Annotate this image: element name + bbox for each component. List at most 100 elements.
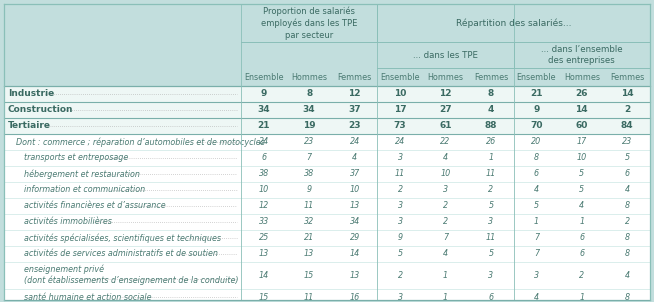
Text: 14: 14 xyxy=(621,89,634,98)
Text: 6: 6 xyxy=(625,169,630,178)
Bar xyxy=(4,102,650,118)
Text: 88: 88 xyxy=(485,121,497,130)
Text: 84: 84 xyxy=(621,121,634,130)
Text: 1: 1 xyxy=(579,293,585,301)
Text: 9: 9 xyxy=(533,105,540,114)
Text: 3: 3 xyxy=(398,201,403,210)
Text: 15: 15 xyxy=(304,271,315,280)
Text: 2: 2 xyxy=(624,105,630,114)
Text: Industrie: Industrie xyxy=(8,89,54,98)
Text: 5: 5 xyxy=(579,185,585,194)
Text: 13: 13 xyxy=(258,249,269,259)
Text: 4: 4 xyxy=(625,271,630,280)
Text: 22: 22 xyxy=(440,137,451,146)
Text: 17: 17 xyxy=(394,105,406,114)
Text: Répartition des salariés...: Répartition des salariés... xyxy=(456,18,572,28)
Text: 8: 8 xyxy=(488,89,494,98)
Text: 3: 3 xyxy=(398,217,403,226)
Text: 6: 6 xyxy=(261,153,266,162)
Bar xyxy=(4,86,650,102)
Text: 8: 8 xyxy=(625,293,630,301)
Text: 2: 2 xyxy=(443,217,448,226)
Text: 14: 14 xyxy=(576,105,588,114)
Text: 7: 7 xyxy=(443,233,448,243)
Text: Femmes: Femmes xyxy=(473,72,508,82)
Text: 10: 10 xyxy=(394,89,406,98)
Text: 73: 73 xyxy=(394,121,406,130)
Text: activités immobilières: activités immobilières xyxy=(24,217,112,226)
Text: 60: 60 xyxy=(576,121,588,130)
Text: 8: 8 xyxy=(625,233,630,243)
Text: 38: 38 xyxy=(304,169,315,178)
Text: Hommes: Hommes xyxy=(291,72,327,82)
Text: 3: 3 xyxy=(443,185,448,194)
Text: 29: 29 xyxy=(349,233,360,243)
Text: 10: 10 xyxy=(258,185,269,194)
Text: 6: 6 xyxy=(489,293,494,301)
Text: 24: 24 xyxy=(395,137,405,146)
Text: 12: 12 xyxy=(349,89,361,98)
Text: activités financières et d’assurance: activités financières et d’assurance xyxy=(24,201,165,210)
Text: 13: 13 xyxy=(349,271,360,280)
Text: 2: 2 xyxy=(579,271,585,280)
Text: 5: 5 xyxy=(534,201,539,210)
Text: enseignement privé
(dont établissements d’enseignement de la conduite): enseignement privé (dont établissements … xyxy=(24,264,239,285)
Text: Ensemble: Ensemble xyxy=(517,72,556,82)
Text: 8: 8 xyxy=(625,249,630,259)
Text: Femmes: Femmes xyxy=(610,72,644,82)
Text: 9: 9 xyxy=(307,185,312,194)
Text: 23: 23 xyxy=(304,137,315,146)
Text: 4: 4 xyxy=(579,201,585,210)
Text: 2: 2 xyxy=(443,201,448,210)
Text: activités de services administratifs et de soutien: activités de services administratifs et … xyxy=(24,249,218,259)
Text: ... dans les TPE: ... dans les TPE xyxy=(413,50,478,59)
Bar xyxy=(4,4,241,86)
Text: 17: 17 xyxy=(577,137,587,146)
Text: 27: 27 xyxy=(439,105,452,114)
Text: 1: 1 xyxy=(489,153,494,162)
Text: Hommes: Hommes xyxy=(428,72,464,82)
Text: 8: 8 xyxy=(625,201,630,210)
Text: 8: 8 xyxy=(306,89,313,98)
Bar xyxy=(241,4,650,86)
Text: 7: 7 xyxy=(307,153,312,162)
Text: 20: 20 xyxy=(531,137,542,146)
Text: 8: 8 xyxy=(534,153,539,162)
Text: 26: 26 xyxy=(486,137,496,146)
Text: 6: 6 xyxy=(579,233,585,243)
Text: Construction: Construction xyxy=(8,105,73,114)
Text: 14: 14 xyxy=(349,249,360,259)
Text: 9: 9 xyxy=(398,233,403,243)
Text: 16: 16 xyxy=(349,293,360,301)
Text: 5: 5 xyxy=(579,169,585,178)
Text: 61: 61 xyxy=(439,121,452,130)
Text: 37: 37 xyxy=(349,105,361,114)
Text: 4: 4 xyxy=(443,153,448,162)
Text: 25: 25 xyxy=(258,233,269,243)
Text: 24: 24 xyxy=(258,137,269,146)
Text: 7: 7 xyxy=(534,249,539,259)
Text: 33: 33 xyxy=(258,217,269,226)
Text: 26: 26 xyxy=(576,89,588,98)
Text: 4: 4 xyxy=(625,185,630,194)
Text: 15: 15 xyxy=(258,293,269,301)
Text: 2: 2 xyxy=(489,185,494,194)
Text: Ensemble: Ensemble xyxy=(381,72,420,82)
Text: 23: 23 xyxy=(622,137,632,146)
Text: 11: 11 xyxy=(304,201,315,210)
Text: 12: 12 xyxy=(439,89,452,98)
Text: Hommes: Hommes xyxy=(564,72,600,82)
Text: 19: 19 xyxy=(303,121,315,130)
Text: 70: 70 xyxy=(530,121,543,130)
Text: 3: 3 xyxy=(489,271,494,280)
Text: 13: 13 xyxy=(304,249,315,259)
Text: 23: 23 xyxy=(349,121,361,130)
Text: 3: 3 xyxy=(398,293,403,301)
Text: 13: 13 xyxy=(349,201,360,210)
Text: 12: 12 xyxy=(258,201,269,210)
Text: 34: 34 xyxy=(258,105,270,114)
Text: activités spécialisées, scientifiques et techniques: activités spécialisées, scientifiques et… xyxy=(24,233,221,243)
Text: Dont : commerce ; réparation d’automobiles et de motocycles: Dont : commerce ; réparation d’automobil… xyxy=(16,137,265,147)
Text: 21: 21 xyxy=(530,89,543,98)
Text: 5: 5 xyxy=(398,249,403,259)
